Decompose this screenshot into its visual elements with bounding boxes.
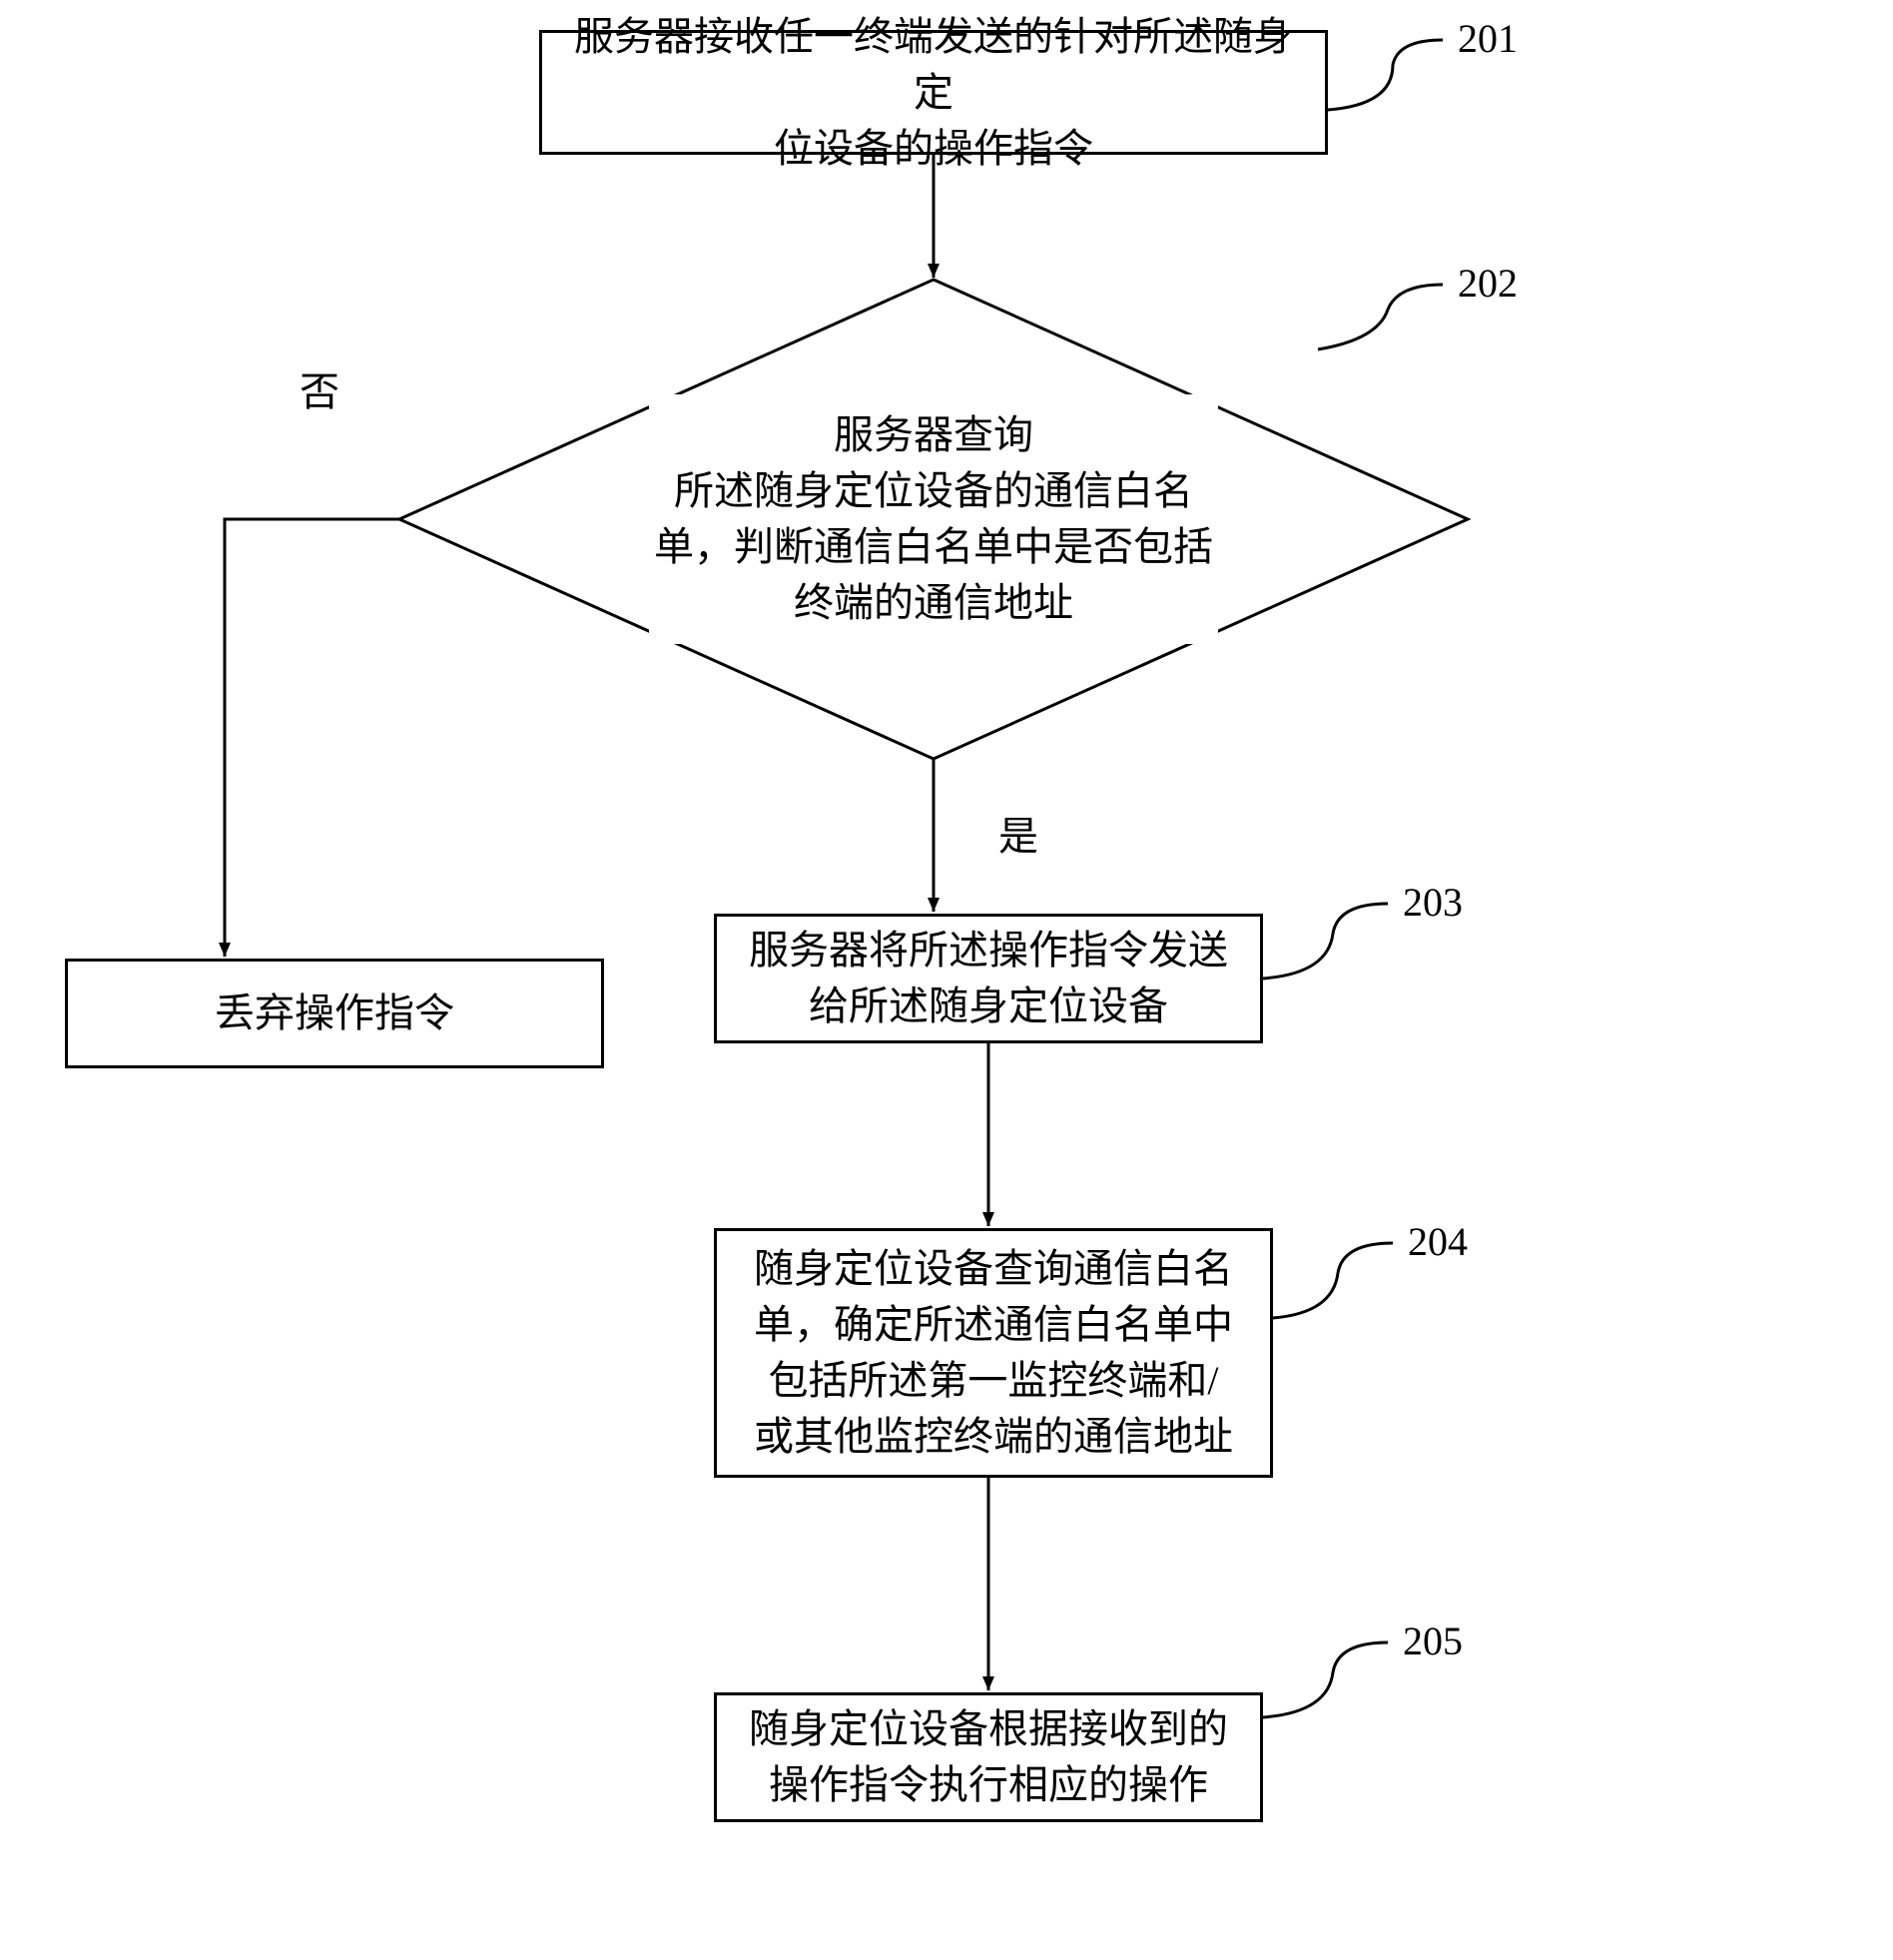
label-205: 205 xyxy=(1403,1618,1463,1664)
node-201: 服务器接收任一终端发送的针对所述随身定位设备的操作指令 xyxy=(539,30,1328,155)
node-205-text: 随身定位设备根据接收到的操作指令执行相应的操作 xyxy=(749,1701,1228,1813)
edge-label-no-text: 否 xyxy=(300,369,339,414)
edge-label-yes-text: 是 xyxy=(998,814,1038,859)
label-205-text: 205 xyxy=(1403,1619,1463,1663)
label-204: 204 xyxy=(1408,1218,1468,1265)
edge-label-no: 否 xyxy=(300,359,339,417)
label-202: 202 xyxy=(1458,260,1518,307)
label-203: 203 xyxy=(1403,879,1463,926)
node-201-text: 服务器接收任一终端发送的针对所述随身定位设备的操作指令 xyxy=(562,9,1305,177)
label-201: 201 xyxy=(1458,15,1518,62)
node-203: 服务器将所述操作指令发送给所述随身定位设备 xyxy=(714,914,1263,1043)
node-discard-text: 丢弃操作指令 xyxy=(215,985,454,1041)
node-204: 随身定位设备查询通信白名单，确定所述通信白名单中包括所述第一监控终端和/或其他监… xyxy=(714,1228,1273,1478)
label-204-text: 204 xyxy=(1408,1219,1468,1264)
label-203-text: 203 xyxy=(1403,880,1463,925)
node-202-text: 服务器查询所述随身定位设备的通信白名单，判断通信白名单中是否包括终端的通信地址 xyxy=(654,407,1213,631)
label-201-text: 201 xyxy=(1458,16,1518,61)
node-205: 随身定位设备根据接收到的操作指令执行相应的操作 xyxy=(714,1692,1263,1822)
label-202-text: 202 xyxy=(1458,261,1518,306)
node-202: 服务器查询所述随身定位设备的通信白名单，判断通信白名单中是否包括终端的通信地址 xyxy=(649,394,1218,644)
edge-label-yes: 是 xyxy=(998,804,1038,862)
node-203-text: 服务器将所述操作指令发送给所述随身定位设备 xyxy=(749,923,1228,1034)
flowchart-canvas: 服务器接收任一终端发送的针对所述随身定位设备的操作指令 201 服务器查询所述随… xyxy=(0,0,1893,1960)
node-204-text: 随身定位设备查询通信白名单，确定所述通信白名单中包括所述第一监控终端和/或其他监… xyxy=(754,1241,1233,1465)
node-discard: 丢弃操作指令 xyxy=(65,959,604,1068)
